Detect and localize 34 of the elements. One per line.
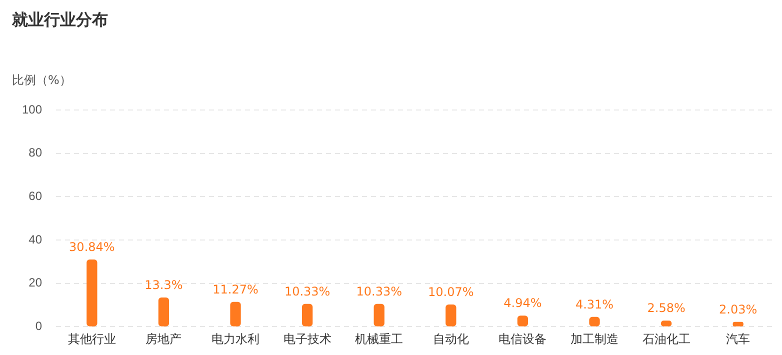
x-tick-label: 电力水利 [212,332,260,346]
x-tick-label: 房地产 [146,332,182,346]
x-tick-label: 电子技术 [283,332,332,346]
x-tick-label: 电信设备 [498,332,547,346]
data-label: 10.33% [356,284,402,298]
y-tick-label: 80 [28,146,42,160]
data-label: 13.3% [144,278,183,292]
data-label: 4.94% [504,296,542,310]
data-label: 10.07% [428,284,474,299]
data-label: 30.84% [69,240,115,254]
y-tick-label: 20 [28,276,42,290]
data-label: 2.03% [719,302,758,316]
bar [158,297,170,326]
y-axis-title: 比例（%） [12,72,72,89]
x-tick-label: 石油化工 [642,332,690,346]
data-label: 2.58% [647,301,686,316]
y-tick-label: 60 [28,188,42,203]
x-tick-label: 其他行业 [68,332,116,346]
bar [86,259,98,326]
x-tick-label: 机械重工 [355,332,404,346]
y-tick-label: 0 [35,318,42,333]
bar [302,304,313,326]
x-tick-label: 自动化 [432,332,469,346]
bar [446,304,456,326]
data-label: 10.33% [284,284,330,298]
chart-title: 就业行业分布 [12,10,108,31]
bar [374,304,384,326]
x-tick-label: 加工制造 [570,332,619,346]
data-label: 11.27% [212,282,258,296]
y-tick-label: 40 [28,232,42,246]
y-tick-label: 100 [22,102,42,116]
bar [230,302,241,326]
data-label: 4.31% [575,297,614,312]
x-tick-label: 汽车 [726,332,750,346]
